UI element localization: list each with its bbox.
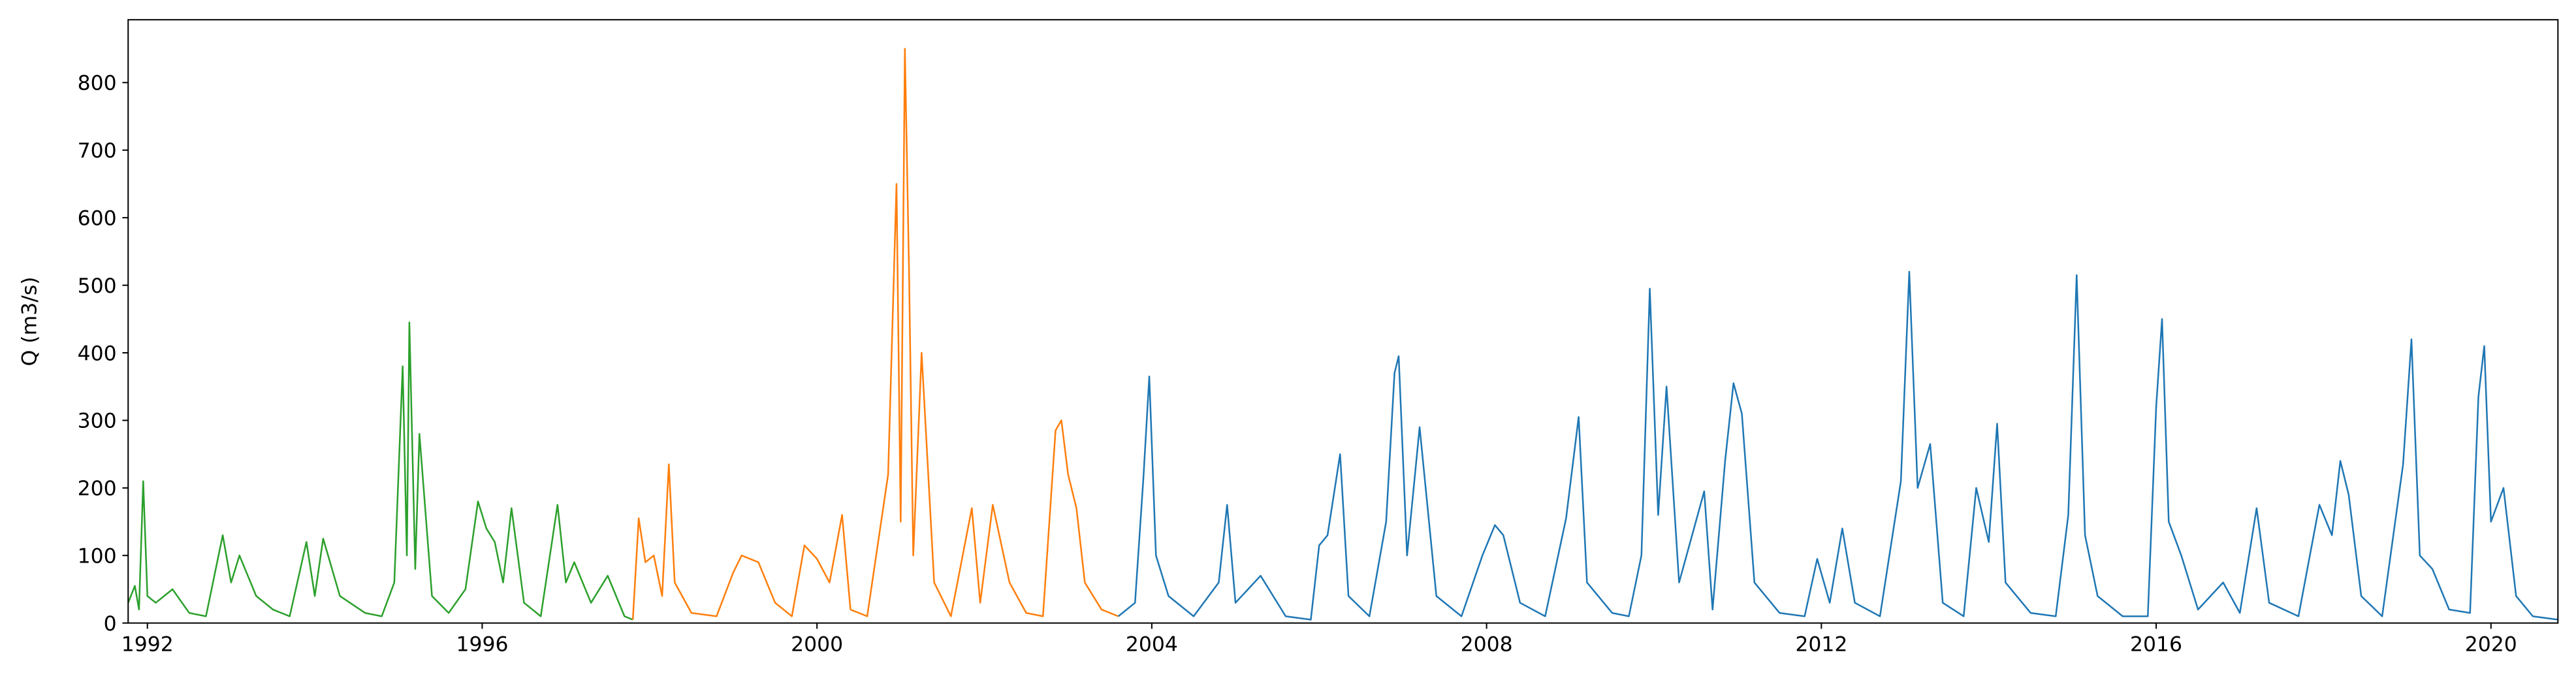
x-tick-label: 2008 xyxy=(1461,632,1513,656)
y-tick-label: 0 xyxy=(104,612,117,636)
data-line xyxy=(128,321,633,621)
x-tick-label: 2004 xyxy=(1126,632,1178,656)
y-tick-label: 700 xyxy=(78,139,117,163)
x-tick-label: 2000 xyxy=(791,632,843,656)
data-line xyxy=(631,48,1119,620)
x-tick-label: 2020 xyxy=(2465,632,2517,656)
y-tick-label: 400 xyxy=(78,342,117,365)
y-tick-label: 800 xyxy=(78,72,117,95)
x-tick-label: 1992 xyxy=(121,632,174,656)
data-line xyxy=(1117,270,2558,621)
x-tick-label: 2016 xyxy=(2130,632,2182,656)
y-tick-label: 100 xyxy=(78,545,117,568)
y-tick-label: 500 xyxy=(78,274,117,298)
y-axis-label: Q (m3/s) xyxy=(18,276,41,366)
plot-frame xyxy=(127,19,2559,624)
x-tick-label: 2012 xyxy=(1795,632,1847,656)
x-tick-label: 1996 xyxy=(456,632,508,656)
y-tick-label: 600 xyxy=(78,207,117,231)
y-tick-label: 300 xyxy=(78,410,117,433)
y-tick-label: 200 xyxy=(78,477,117,500)
